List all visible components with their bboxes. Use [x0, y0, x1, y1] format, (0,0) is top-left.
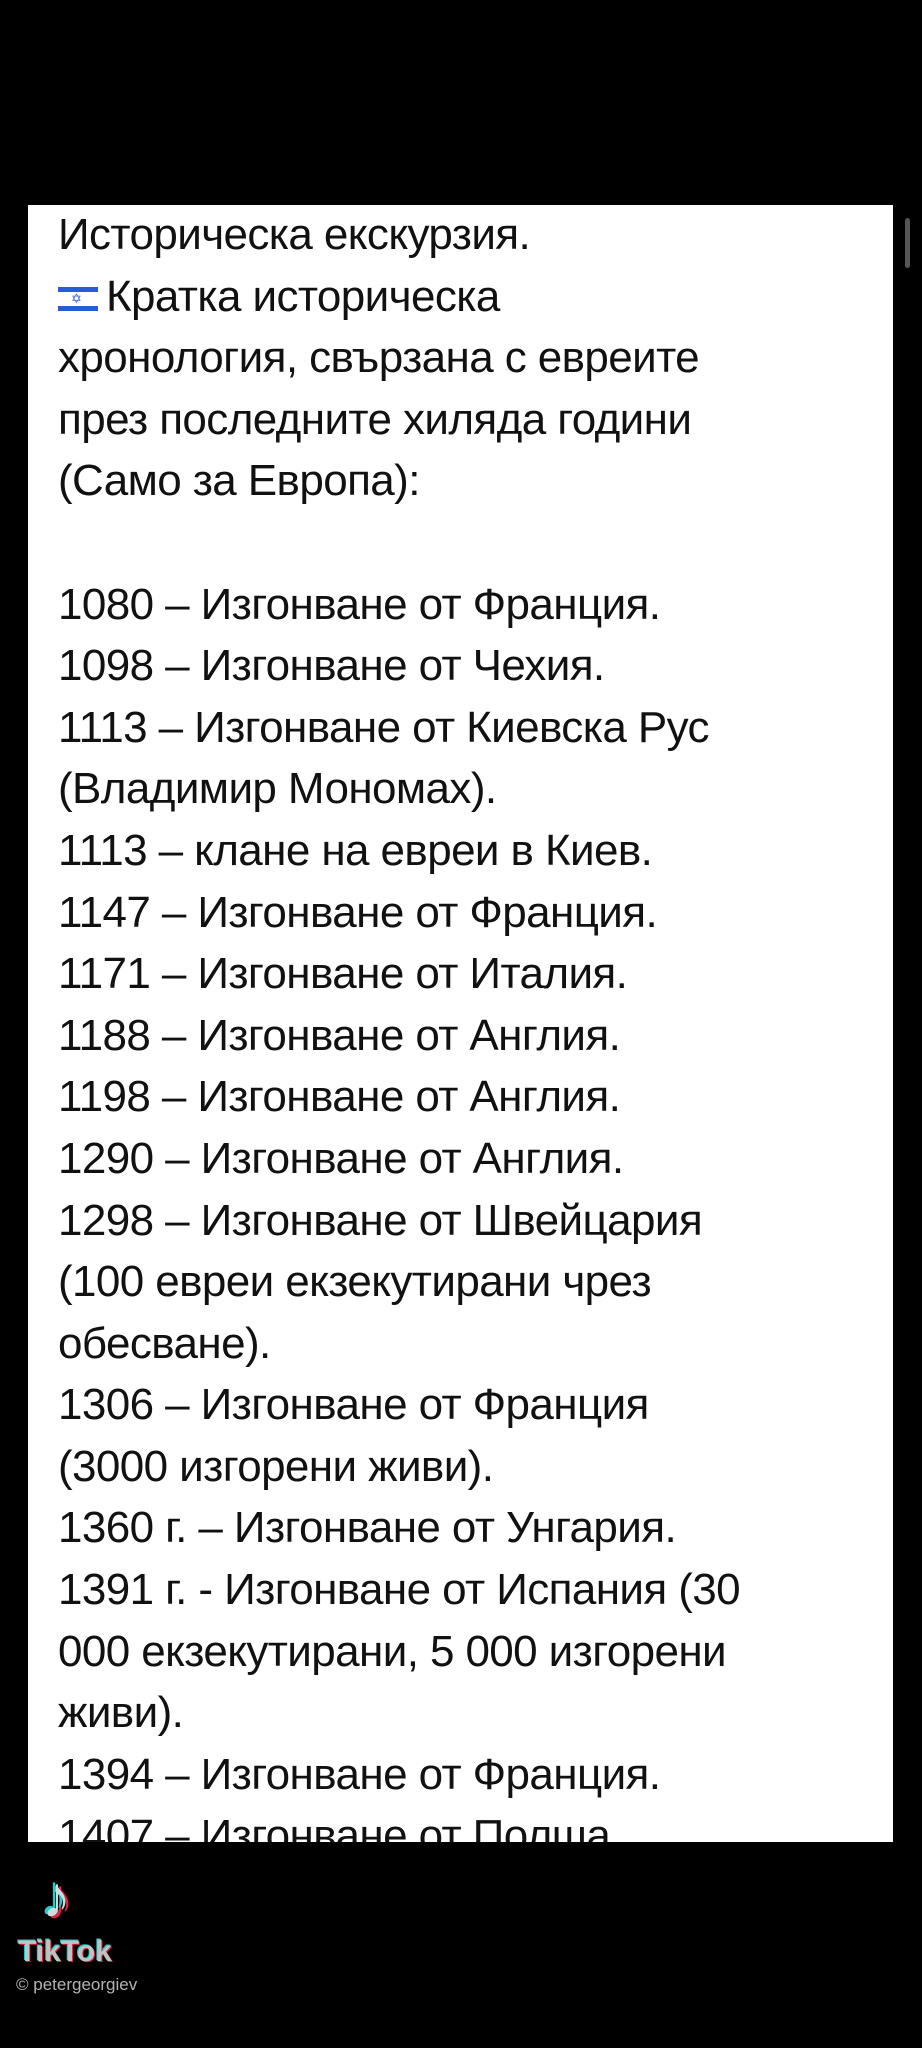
line-text: (Владимир Мономах). — [58, 764, 497, 814]
line-text: хронология, свързана с евреите — [58, 333, 700, 383]
text-line: 1407 – Изгонване от Полша. — [58, 1805, 740, 1842]
line-text: (Само за Европа): — [58, 456, 420, 506]
line-text: 1298 – Изгонване от Швейцария — [58, 1195, 703, 1245]
line-text: живи). — [58, 1688, 184, 1738]
text-line: 1290 – Изгонване от Англия. — [58, 1128, 740, 1190]
text-line: 1360 г. – Изгонване от Унгария. — [58, 1497, 740, 1559]
line-text: 1290 – Изгонване от Англия. — [58, 1133, 624, 1183]
blank-line — [58, 512, 740, 574]
watermark-username: © petergeorgiev — [16, 1975, 138, 1994]
text-line: 000 екзекутирани, 5 000 изгорени — [58, 1621, 740, 1683]
line-text: 1360 г. – Изгонване от Унгария. — [58, 1503, 677, 1553]
post-text: Историческа екскурзия. ✡ Кратка историческ… — [58, 205, 741, 1842]
text-line: (3000 изгорени живи). — [58, 1436, 740, 1498]
line-text: обесване). — [58, 1318, 271, 1368]
tiktok-watermark: ♪ TikTok © petergeorgiev — [12, 1865, 212, 2005]
line-text: 1098 – Изгонване от Чехия. — [58, 641, 605, 691]
line-text: 1306 – Изгонване от Франция — [58, 1380, 649, 1430]
text-line: 1188 – Изгонване от Англия. — [58, 1005, 740, 1067]
line-text: 1391 г. - Изгонване от Испания (30 — [58, 1565, 741, 1615]
line-text: (3000 изгорени живи). — [58, 1441, 494, 1491]
text-line: 1098 – Изгонване от Чехия. — [58, 635, 740, 697]
line-text: 1171 – Изгонване от Италия. — [58, 949, 628, 999]
line-text: 1113 – Изгонване от Киевска Рус — [58, 702, 709, 752]
watermark-brand: TikTok — [18, 1935, 112, 1968]
text-line: 1394 – Изгонване от Франция. — [58, 1744, 740, 1806]
text-line: ✡ Кратка историческа — [58, 266, 740, 328]
text-line: обесване). — [58, 1313, 740, 1375]
text-line: 1113 – Изгонване от Киевска Рус — [58, 697, 740, 759]
tiktok-logo-icon: ♪ — [42, 1865, 71, 1930]
line-text: 000 екзекутирани, 5 000 изгорени — [58, 1626, 727, 1676]
text-line: 1080 – Изгонване от Франция. — [58, 574, 740, 636]
text-line: 1306 – Изгонване от Франция — [58, 1374, 740, 1436]
text-line: живи). — [58, 1682, 740, 1744]
text-line: хронология, свързана с евреите — [58, 327, 740, 389]
text-line: 1113 – клане на евреи в Киев. — [58, 820, 740, 882]
text-line: (Владимир Мономах). — [58, 758, 740, 820]
text-line: (Само за Европа): — [58, 450, 740, 512]
text-line: 1171 – Изгонване от Италия. — [58, 943, 740, 1005]
line-text: (100 евреи екзекутирани чрез — [58, 1257, 652, 1307]
line-text: 1147 – Изгонване от Франция. — [58, 887, 658, 937]
line-text: през последните хиляда години — [58, 394, 692, 444]
text-line: 1391 г. - Изгонване от Испания (30 — [58, 1559, 741, 1621]
line-text: Историческа екскурзия. — [58, 210, 531, 259]
scrollbar[interactable] — [905, 218, 910, 268]
text-line: (100 евреи екзекутирани чрез — [58, 1251, 740, 1313]
text-line: 1198 – Изгонване от Англия. — [58, 1066, 740, 1128]
line-text: Кратка историческа — [106, 271, 500, 321]
text-line: през последните хиляда години — [58, 389, 740, 451]
line-text: 1394 – Изгонване от Франция. — [58, 1749, 661, 1799]
post-text-panel: Историческа екскурзия. ✡ Кратка историческ… — [28, 205, 893, 1842]
text-line: 1298 – Изгонване от Швейцария — [58, 1190, 740, 1252]
line-text: 1188 – Изгонване от Англия. — [58, 1010, 621, 1060]
line-text: 1113 – клане на евреи в Киев. — [58, 825, 653, 875]
text-line: 1147 – Изгонване от Франция. — [58, 882, 740, 944]
text-line: Историческа екскурзия. — [58, 205, 740, 266]
line-text: 1198 – Изгонване от Англия. — [58, 1072, 621, 1122]
line-text: 1407 – Изгонване от Полша. — [58, 1811, 622, 1842]
line-text: 1080 – Изгонване от Франция. — [58, 579, 661, 629]
israel-flag-icon: ✡ — [58, 283, 98, 314]
